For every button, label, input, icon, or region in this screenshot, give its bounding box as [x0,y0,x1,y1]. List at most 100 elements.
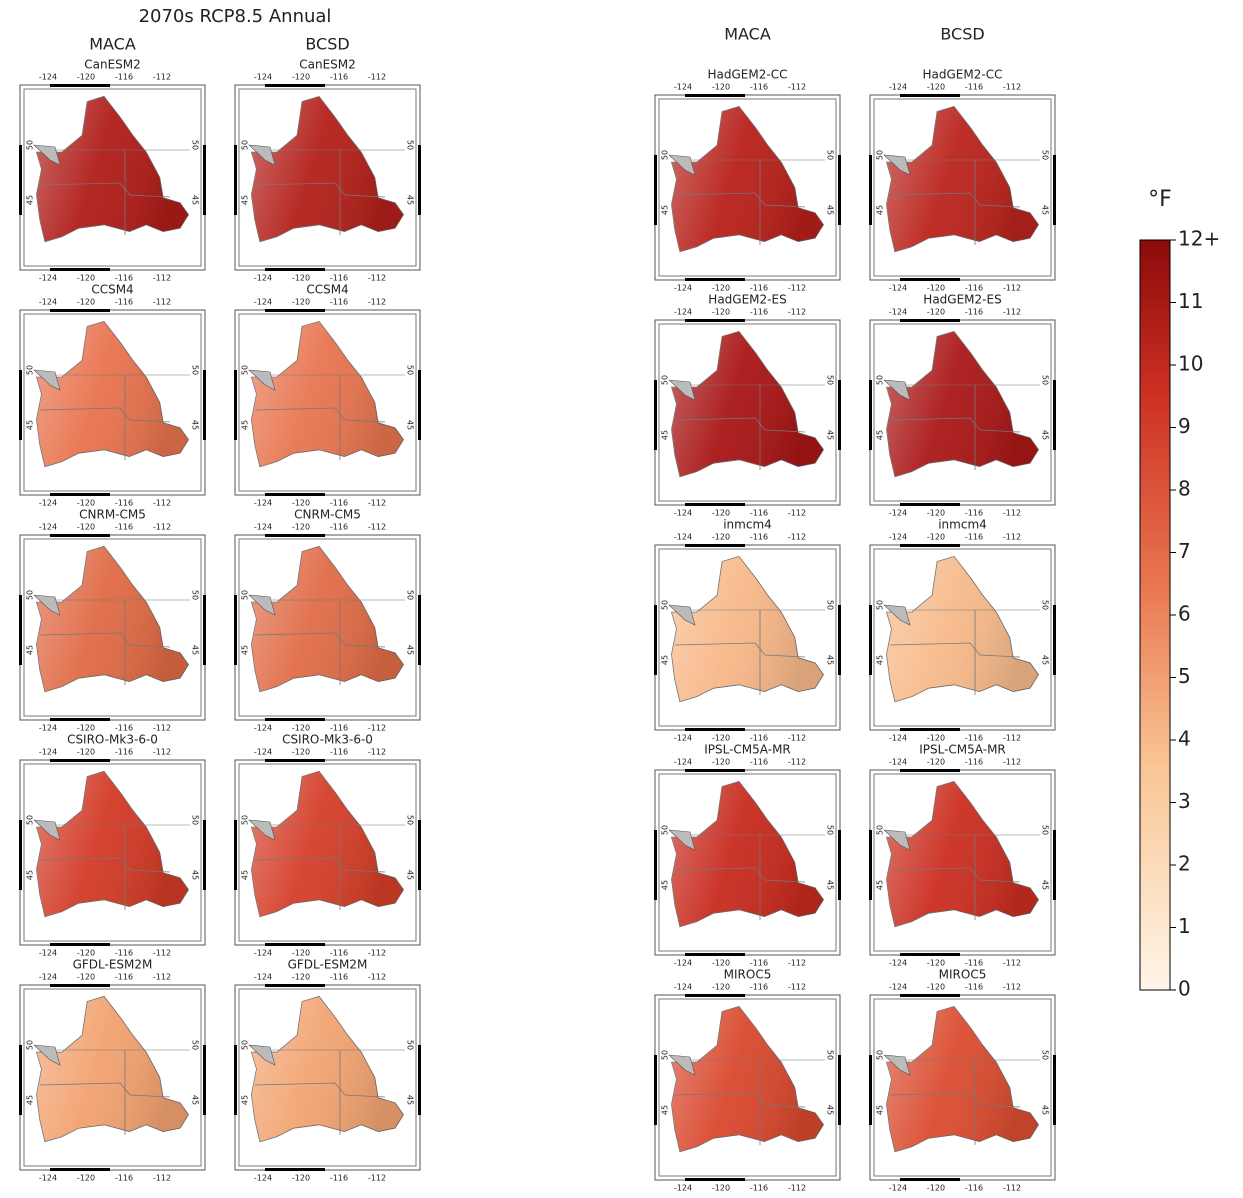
lat-label: 45 [191,195,200,205]
lat-label: 50 [26,815,35,825]
panel-title: HadGEM2-ES [923,293,1001,307]
lon-label: -112 [1003,533,1021,542]
panel-title: HadGEM2-CC [708,68,788,82]
frame-bar [50,534,110,537]
frame-bar [869,830,872,900]
lon-label: -112 [1003,83,1021,92]
lon-label: -120 [712,284,730,293]
panel-title: HadGEM2-ES [708,293,786,307]
frame-bar [900,94,960,97]
lon-label: -112 [368,973,386,982]
frame-bar [418,370,421,440]
frame-bar [234,145,237,215]
frame-bar [900,769,960,772]
frame-bar [19,820,22,890]
lon-label: -112 [1003,284,1021,293]
frame-bar [838,155,841,225]
frame-bar [900,319,960,322]
panel-title: CanESM2 [84,58,141,72]
lon-label: -124 [674,959,692,968]
lon-label: -124 [254,748,272,757]
frame-bar [869,380,872,450]
lon-label: -120 [712,959,730,968]
lon-label: -116 [750,758,768,767]
frame-bar [265,309,325,312]
frame-bar [418,820,421,890]
lon-label: -124 [39,1174,57,1183]
lon-label: -124 [254,73,272,82]
lon-label: -124 [674,308,692,317]
lon-label: -124 [674,83,692,92]
panel-title: CSIRO-Mk3-6-0 [67,733,158,747]
frame-bar [869,155,872,225]
lat-label: 50 [661,150,670,160]
colorbar [1140,240,1170,990]
lon-label: -124 [254,1174,272,1183]
frame-bar [265,268,325,271]
lat-label: 45 [191,870,200,880]
frame-bar [19,145,22,215]
lat-label: 50 [826,1050,835,1060]
lat-label: 50 [406,140,415,150]
colorbar-tick-label: 2 [1178,852,1191,876]
lon-label: -124 [254,523,272,532]
lon-label: -112 [153,748,171,757]
frame-bar [50,1168,110,1171]
lon-label: -116 [115,298,133,307]
frame-bar [1053,1055,1056,1125]
lat-label: 50 [26,1040,35,1050]
lon-label: -124 [39,748,57,757]
lat-label: 45 [406,420,415,430]
frame-bar [900,1178,960,1181]
lon-label: -116 [330,73,348,82]
colorbar-tick-label: 9 [1178,414,1191,438]
lat-label: 50 [661,600,670,610]
lat-label: 50 [26,365,35,375]
lon-label: -112 [368,1174,386,1183]
lat-label: 45 [826,880,835,890]
frame-bar [50,718,110,721]
lat-label: 50 [191,590,200,600]
lon-label: -116 [965,284,983,293]
frame-bar [685,278,745,281]
lon-label: -124 [889,533,907,542]
lon-label: -120 [77,949,95,958]
lon-label: -120 [77,748,95,757]
lon-label: -120 [292,523,310,532]
lat-label: 50 [876,375,885,385]
lon-label: -116 [115,748,133,757]
lon-label: -124 [39,973,57,982]
lon-label: -120 [927,533,945,542]
lon-label: -120 [712,509,730,518]
frame-bar [654,155,657,225]
frame-bar [869,605,872,675]
frame-bar [265,84,325,87]
lat-label: 45 [191,645,200,655]
frame-bar [265,943,325,946]
lon-label: -124 [254,949,272,958]
lon-label: -116 [115,274,133,283]
lon-label: -124 [889,509,907,518]
panel-title: GFDL-ESM2M [73,958,153,972]
lon-label: -120 [927,734,945,743]
figure-title: 2070s RCP8.5 Annual [139,6,332,27]
frame-bar [1053,155,1056,225]
lat-label: 50 [406,815,415,825]
colorbar-tick-label: 0 [1178,977,1191,1001]
lon-label: -124 [674,758,692,767]
frame-bar [838,1055,841,1125]
lon-label: -112 [788,308,806,317]
lon-label: -124 [254,724,272,733]
colorbar-tick-label: 1 [1178,914,1191,938]
lon-label: -112 [153,274,171,283]
frame-bar [685,503,745,506]
lon-label: -112 [788,509,806,518]
lat-label: 50 [406,1040,415,1050]
lat-label: 50 [876,1050,885,1060]
lon-label: -124 [889,284,907,293]
lon-label: -116 [330,724,348,733]
lon-label: -116 [330,274,348,283]
lat-label: 50 [191,815,200,825]
page: 2070s RCP8.5 Annual MACABCSDCanESM2-124-… [0,0,1243,1198]
lon-label: -116 [750,533,768,542]
